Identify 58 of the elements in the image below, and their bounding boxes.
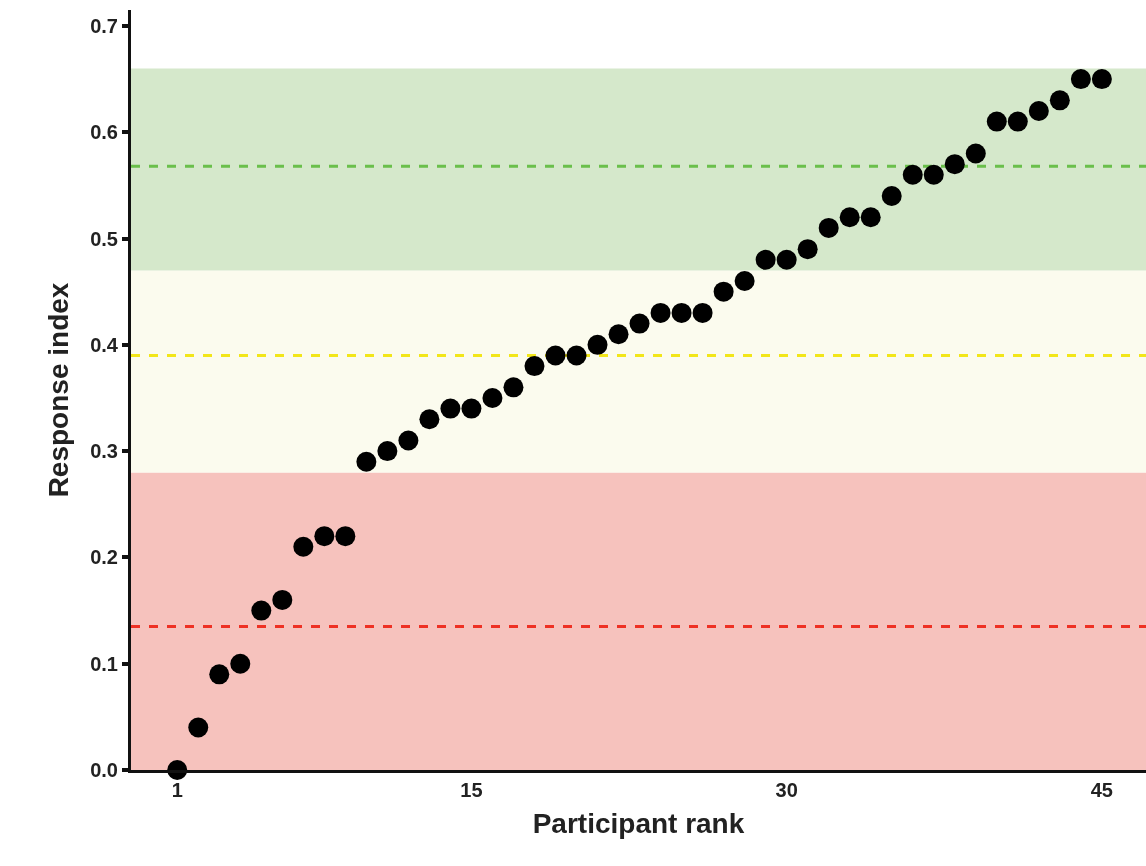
point (923, 164, 944, 185)
point (482, 387, 503, 408)
x-tick-label: 30 (775, 779, 798, 801)
point (650, 302, 671, 323)
point (818, 217, 839, 238)
point (1007, 111, 1028, 132)
y-tick-label: 0.1 (90, 652, 118, 675)
point (608, 324, 629, 345)
x-tick-label: 45 (1090, 779, 1113, 801)
point (1091, 69, 1112, 90)
point (755, 249, 776, 270)
point (587, 334, 608, 355)
point (986, 111, 1007, 132)
point (692, 302, 713, 323)
y-axis-title: Response index (42, 282, 74, 498)
point (734, 271, 755, 292)
y-tick-label: 0.4 (90, 333, 119, 356)
point (440, 398, 461, 419)
point (797, 239, 818, 260)
y-tick-label: 0.5 (90, 227, 118, 250)
point (272, 589, 293, 610)
y-tick-label: 0.6 (90, 121, 118, 144)
point (524, 356, 545, 377)
point (461, 398, 482, 419)
point (251, 600, 272, 621)
point (839, 207, 860, 228)
point (965, 143, 986, 164)
point (314, 526, 335, 547)
point (1070, 69, 1091, 90)
point (356, 451, 377, 472)
point (335, 526, 356, 547)
point (1028, 100, 1049, 121)
point (503, 377, 524, 398)
point (545, 345, 566, 366)
point (629, 313, 650, 334)
y-tick-label: 0.3 (90, 440, 118, 463)
point (398, 430, 419, 451)
y-tick-label: 0.7 (90, 14, 118, 37)
point (230, 653, 251, 674)
point (902, 164, 923, 185)
point (209, 664, 230, 685)
point (1049, 90, 1070, 111)
point (566, 345, 587, 366)
point (377, 441, 398, 462)
point (944, 154, 965, 175)
x-tick-label: 15 (460, 779, 483, 801)
point (293, 536, 314, 557)
point (713, 281, 734, 302)
point (419, 409, 440, 430)
point (881, 186, 902, 206)
point (671, 302, 692, 323)
point (776, 249, 797, 270)
y-tick-label: 0.0 (90, 759, 118, 781)
y-tick-label: 0.2 (90, 546, 118, 569)
x-axis-title: Participant rank (532, 808, 745, 840)
point (188, 717, 209, 738)
x-tick-label: 1 (171, 779, 183, 801)
point (860, 207, 881, 228)
